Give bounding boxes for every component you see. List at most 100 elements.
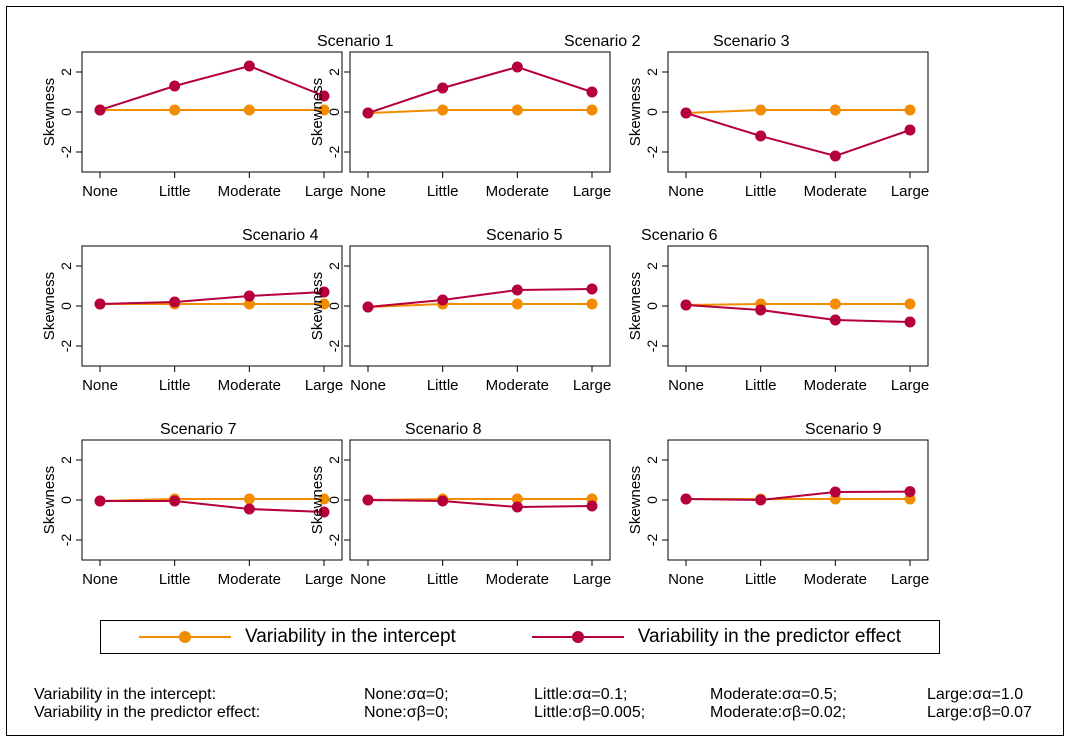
- x-tick-label: Moderate: [486, 571, 549, 588]
- footnote-label: Variability in the intercept:: [34, 686, 217, 703]
- y-tick-label: 2: [326, 262, 342, 270]
- x-tick-label: Little: [427, 571, 459, 588]
- y-tick-label: -2: [326, 146, 342, 159]
- data-point-predictor: [829, 314, 841, 326]
- data-point-predictor: [511, 284, 523, 296]
- y-tick-label: 2: [326, 68, 342, 76]
- x-tick-label: None: [350, 183, 386, 200]
- data-point-predictor: [904, 124, 916, 136]
- x-tick-label: Little: [745, 571, 777, 588]
- x-tick-label: None: [82, 183, 118, 200]
- chart-legend: Variability in the intercept Variability…: [100, 620, 940, 654]
- data-point-predictor: [829, 150, 841, 162]
- data-point-predictor: [586, 500, 598, 512]
- data-point-intercept: [829, 298, 841, 310]
- x-tick-label: None: [668, 571, 704, 588]
- x-tick-label: Little: [745, 183, 777, 200]
- y-axis-label: Skewness: [309, 272, 326, 340]
- panel-title: Scenario 8: [405, 421, 482, 438]
- data-point-intercept: [243, 493, 255, 505]
- data-point-intercept: [586, 104, 598, 116]
- panel-title: Scenario 9: [805, 421, 882, 438]
- data-point-intercept: [586, 298, 598, 310]
- y-tick-label: 2: [58, 262, 74, 270]
- data-point-predictor: [829, 486, 841, 498]
- y-axis-label: Skewness: [309, 466, 326, 534]
- y-tick-label: 0: [644, 108, 660, 116]
- footnote-level: Large:σβ=0.07: [927, 704, 1032, 721]
- series-line-predictor: [99, 64, 325, 111]
- y-tick-label: 2: [644, 456, 660, 464]
- series-line-predictor: [685, 112, 911, 158]
- footnote-row-intercept: Variability in the intercept: None:σα=0;…: [34, 686, 1064, 704]
- y-tick-label: -2: [644, 534, 660, 547]
- y-tick-label: 0: [326, 496, 342, 504]
- y-axis-label: Skewness: [627, 78, 644, 146]
- y-tick-label: -2: [58, 146, 74, 159]
- data-point-predictor: [680, 107, 692, 119]
- x-tick-label: Moderate: [804, 183, 867, 200]
- x-tick-label: Little: [427, 377, 459, 394]
- series-line-intercept: [367, 303, 592, 308]
- y-tick-label: 2: [58, 456, 74, 464]
- data-point-predictor: [437, 82, 449, 94]
- y-tick-label: 0: [58, 496, 74, 504]
- data-point-predictor: [362, 107, 374, 119]
- data-point-intercept: [318, 493, 330, 505]
- panel-title: Scenario 7: [160, 421, 237, 438]
- data-point-predictor: [243, 290, 255, 302]
- footnote-level: Large:σα=1.0: [927, 686, 1024, 703]
- y-tick-label: 0: [326, 302, 342, 310]
- y-tick-label: -2: [58, 340, 74, 353]
- data-point-intercept: [904, 104, 916, 116]
- data-point-predictor: [680, 493, 692, 505]
- y-tick-label: 2: [58, 68, 74, 76]
- x-tick-label: Large: [305, 183, 343, 200]
- x-tick-label: Moderate: [804, 377, 867, 394]
- y-tick-label: 2: [644, 68, 660, 76]
- x-tick-label: Little: [745, 377, 777, 394]
- panel-title: Scenario 6: [641, 227, 718, 244]
- data-point-predictor: [586, 283, 598, 295]
- series-line-predictor: [100, 500, 325, 513]
- data-point-predictor: [680, 299, 692, 311]
- y-axis-label: Skewness: [627, 272, 644, 340]
- data-point-predictor: [169, 296, 181, 308]
- data-point-predictor: [94, 495, 106, 507]
- footnotes: Variability in the intercept: None:σα=0;…: [34, 686, 1064, 722]
- x-tick-label: Little: [159, 183, 191, 200]
- data-point-intercept: [755, 104, 767, 116]
- panel-title: Scenario 3: [713, 33, 790, 50]
- x-tick-label: Large: [891, 183, 929, 200]
- y-tick-label: 2: [326, 456, 342, 464]
- footnote-label: Variability in the predictor effect:: [34, 704, 261, 721]
- data-point-predictor: [169, 80, 181, 92]
- data-point-intercept: [243, 298, 255, 310]
- x-tick-label: Moderate: [218, 377, 281, 394]
- x-tick-label: None: [668, 377, 704, 394]
- panel-title: Scenario 5: [486, 227, 563, 244]
- data-point-predictor: [437, 294, 449, 306]
- data-point-predictor: [511, 501, 523, 513]
- data-point-intercept: [318, 298, 330, 310]
- y-tick-label: 0: [58, 108, 74, 116]
- x-tick-label: Large: [305, 571, 343, 588]
- footnote-level: Little:σβ=0.005;: [534, 704, 646, 721]
- x-tick-label: Moderate: [804, 571, 867, 588]
- y-axis-label: Skewness: [41, 272, 58, 340]
- x-tick-label: Large: [305, 377, 343, 394]
- x-tick-label: Large: [573, 571, 611, 588]
- x-tick-label: Little: [159, 571, 191, 588]
- x-tick-label: None: [668, 183, 704, 200]
- data-point-predictor: [94, 104, 106, 116]
- y-tick-label: -2: [644, 146, 660, 159]
- data-point-predictor: [243, 503, 255, 515]
- data-point-intercept: [243, 104, 255, 116]
- data-point-predictor: [362, 301, 374, 313]
- data-point-predictor: [318, 90, 330, 102]
- x-tick-label: None: [82, 571, 118, 588]
